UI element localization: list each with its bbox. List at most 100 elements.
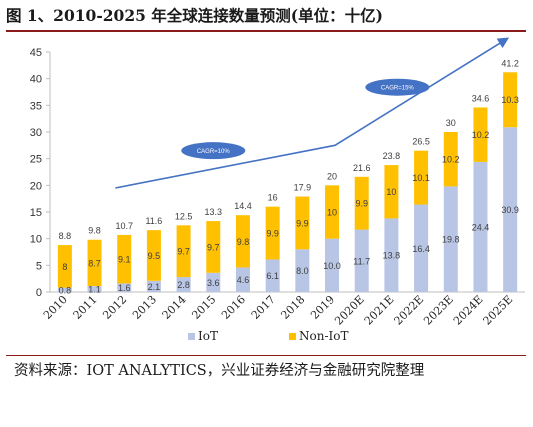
y-tick-label: 15 — [30, 207, 42, 219]
label-iot: 11.7 — [353, 256, 370, 266]
legend-swatch-non-iot — [289, 333, 296, 340]
label-non-iot: 10.1 — [412, 173, 430, 183]
label-iot: 1.1 — [88, 285, 101, 295]
label-iot: 13.8 — [383, 251, 401, 261]
bar-iot — [473, 161, 488, 292]
legend-label-non-iot: Non-IoT — [299, 329, 348, 343]
legend-swatch-iot — [188, 333, 195, 340]
x-tick-label: 2021E — [362, 293, 397, 328]
bar-iot — [354, 229, 369, 292]
x-tick-label: 2024E — [451, 293, 486, 328]
label-iot: 19.8 — [442, 235, 460, 245]
x-tick-label: 2020E — [332, 293, 367, 328]
label-non-iot: 9.7 — [207, 242, 220, 252]
y-tick-label: 20 — [30, 180, 42, 192]
bar-non-iot — [235, 215, 250, 268]
y-tick-label: 35 — [30, 100, 42, 112]
source-divider — [6, 355, 526, 356]
y-tick-label: 0 — [36, 287, 42, 299]
label-non-iot: 8.7 — [88, 258, 101, 268]
label-non-iot: 9.8 — [237, 237, 250, 247]
x-tick-label: 2025E — [481, 293, 516, 328]
x-tick-label: 2012 — [100, 293, 129, 322]
bar-non-iot — [354, 176, 369, 230]
x-tick-label: 2022E — [392, 293, 427, 328]
bar-iot — [384, 218, 399, 292]
bar-non-iot — [443, 132, 458, 187]
cagr-bubble-2 — [365, 78, 430, 96]
bar-non-iot — [384, 165, 399, 219]
bar-iot — [265, 259, 280, 292]
label-iot: 30.9 — [501, 205, 519, 215]
label-non-iot: 9.9 — [266, 229, 279, 239]
label-total: 12.5 — [175, 211, 193, 221]
label-iot: 10.0 — [323, 261, 341, 271]
x-tick-label: 2010 — [41, 293, 70, 322]
label-non-iot: 9.1 — [118, 255, 131, 265]
label-iot: 24.4 — [472, 222, 490, 232]
source-note: 资料来源：IOT ANALYTICS，兴业证券经济与金融研究院整理 — [14, 363, 425, 379]
y-tick-label: 25 — [30, 154, 42, 166]
label-total: 14.4 — [234, 201, 252, 211]
stacked-bar-chart: 0510152025303540450.888.820101.18.79.820… — [30, 37, 525, 343]
bar-iot — [87, 286, 102, 292]
title-divider — [6, 30, 526, 32]
label-total: 21.6 — [353, 163, 371, 173]
label-total: 34.6 — [472, 93, 490, 103]
x-tick-label: 2016 — [219, 293, 248, 322]
label-iot: 6.1 — [266, 271, 279, 281]
legend-label-iot: IoT — [198, 329, 218, 343]
bar-non-iot — [414, 150, 429, 205]
label-total: 9.8 — [88, 226, 101, 236]
label-total: 41.2 — [501, 58, 519, 68]
label-non-iot: 9.9 — [355, 199, 368, 209]
bar-non-iot — [117, 234, 132, 284]
y-tick-label: 40 — [30, 74, 42, 86]
bar-iot — [503, 127, 518, 292]
x-tick-label: 2015 — [189, 293, 218, 322]
label-non-iot: 10.2 — [442, 155, 460, 165]
bar-iot — [117, 283, 132, 292]
label-iot: 3.6 — [207, 278, 220, 288]
bar-non-iot — [87, 239, 102, 287]
label-total: 11.6 — [145, 216, 162, 226]
label-non-iot: 9.7 — [177, 247, 190, 257]
x-tick-label: 2014 — [160, 293, 189, 322]
label-total: 20 — [327, 171, 337, 181]
bar-iot — [325, 238, 340, 292]
chart-title: 图 1、2010-2025 年全球连接数量预测(单位：十亿) — [6, 6, 383, 25]
bar-non-iot — [265, 206, 280, 260]
label-non-iot: 10 — [386, 187, 396, 197]
x-tick-label: 2018 — [278, 293, 307, 322]
bar-iot — [235, 267, 250, 292]
y-tick-label: 5 — [36, 260, 42, 272]
bar-iot — [146, 280, 161, 292]
bar-iot — [295, 249, 310, 292]
bar-iot — [206, 272, 221, 292]
label-non-iot: 10.3 — [501, 95, 519, 105]
label-total: 17.9 — [294, 183, 312, 193]
cagr-label-1: CAGR=10% — [197, 149, 231, 155]
label-total: 10.7 — [115, 221, 133, 231]
label-iot: 2.8 — [177, 280, 190, 290]
x-tick-label: 2023E — [421, 293, 456, 328]
y-tick-label: 30 — [30, 127, 42, 139]
label-iot: 2.1 — [148, 282, 161, 292]
bar-iot — [176, 277, 191, 292]
label-non-iot: 10.2 — [472, 130, 490, 140]
bar-iot — [443, 186, 458, 292]
label-non-iot: 9.5 — [148, 251, 161, 261]
y-tick-label: 10 — [30, 234, 42, 246]
bar-iot — [414, 204, 429, 292]
label-iot: 1.6 — [118, 283, 131, 293]
bar-non-iot — [295, 196, 310, 250]
label-iot: 4.6 — [237, 275, 250, 285]
label-iot: 0.8 — [59, 285, 72, 295]
label-iot: 16.4 — [412, 244, 430, 254]
cagr-bubble-1 — [181, 142, 246, 160]
label-non-iot: 8 — [62, 262, 67, 272]
label-non-iot: 9.9 — [296, 218, 309, 228]
bar-non-iot — [325, 185, 340, 239]
x-tick-label: 2017 — [249, 293, 278, 322]
bar-non-iot — [503, 72, 518, 128]
